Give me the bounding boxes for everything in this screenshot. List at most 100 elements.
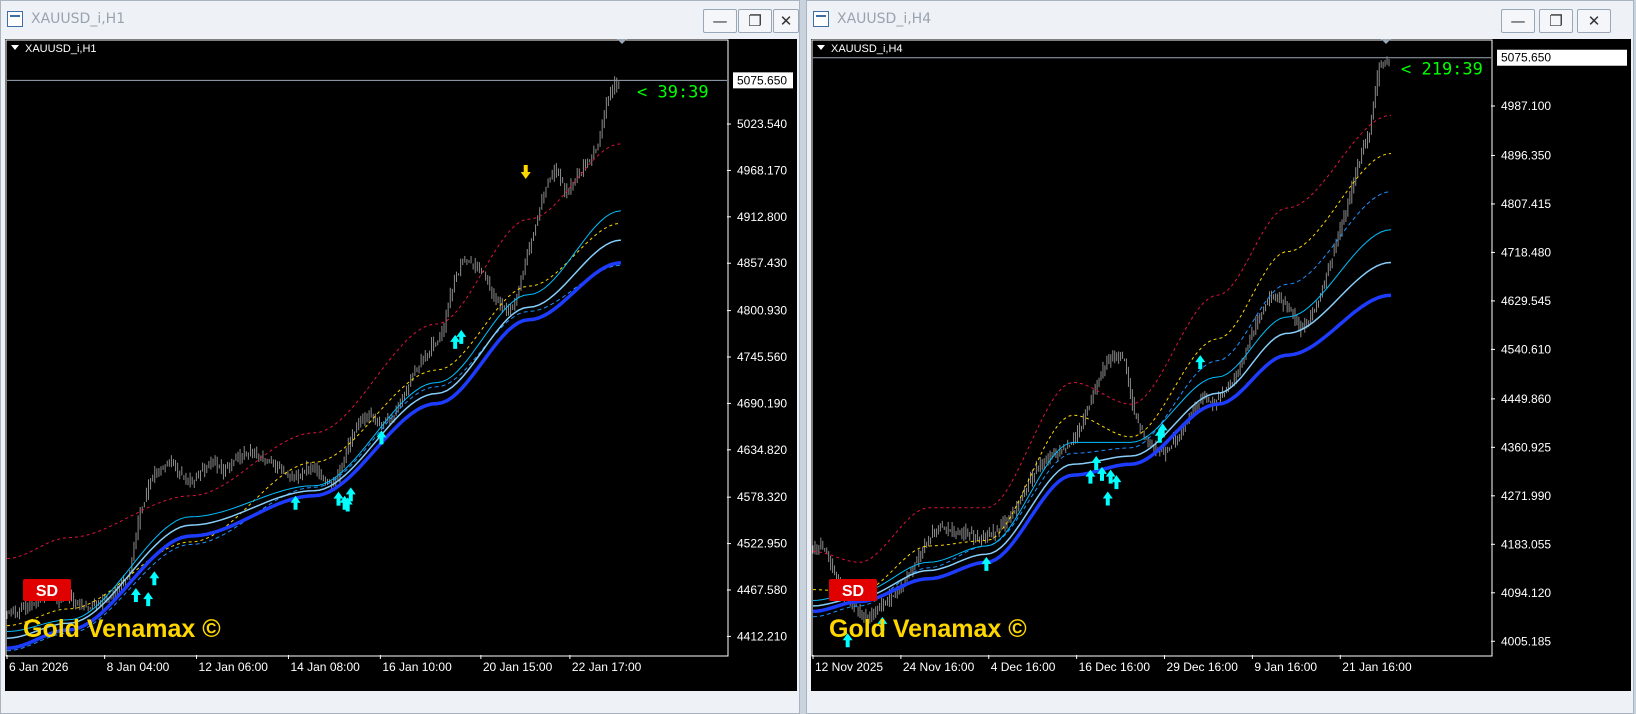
window-title: XAUUSD_i,H1	[31, 11, 126, 27]
buy-arrow-icon	[877, 616, 888, 631]
buy-arrow-icon	[290, 495, 301, 510]
chevron-down-icon	[11, 45, 19, 50]
shift-marker-icon	[617, 39, 627, 44]
close-icon: ✕	[779, 12, 793, 30]
buy-arrow-icon	[842, 633, 853, 648]
close-icon: ✕	[1587, 12, 1601, 30]
y-tick-label: 4690.190	[737, 396, 787, 410]
y-tick-label: 4540.610	[1501, 342, 1551, 356]
y-tick-label: 4807.415	[1501, 197, 1551, 211]
current-price-box	[733, 72, 793, 89]
minimize-button[interactable]: —	[1501, 9, 1535, 33]
maximize-button[interactable]: ❐	[738, 9, 772, 33]
y-tick-label: 4987.100	[1501, 99, 1551, 113]
buy-arrow-icon	[1157, 423, 1168, 438]
plot-frame	[811, 39, 1493, 657]
maximize-button[interactable]: ❐	[1539, 9, 1573, 33]
price-chart-svg[interactable]: 5023.540 4968.170 4912.800 4857.430 4800.930…	[5, 39, 797, 691]
x-tick-label: 16 Dec 16:00	[1079, 660, 1151, 674]
indicator-band-mid	[812, 153, 1392, 593]
indicator-ma-dash	[6, 264, 621, 652]
current-price-box	[1497, 49, 1627, 66]
window-titlebar[interactable]: XAUUSD_i,H1 — ❐ ✕	[1, 1, 799, 39]
sd-badge	[23, 579, 71, 601]
y-tick-label: 4360.925	[1501, 440, 1551, 454]
plot-frame	[5, 39, 729, 657]
minimize-icon: —	[1510, 12, 1526, 30]
x-tick-label: 4 Dec 16:00	[991, 660, 1056, 674]
window-title: XAUUSD_i,H4	[837, 11, 932, 27]
y-tick-label: 4968.170	[737, 163, 787, 177]
indicator-ma-dash	[812, 191, 1392, 618]
y-tick-label: 4896.350	[1501, 148, 1551, 162]
sd-badge	[829, 579, 877, 601]
y-tick-label: 4629.545	[1501, 294, 1551, 308]
maximize-icon: ❐	[748, 12, 762, 30]
x-tick-label: 29 Dec 16:00	[1167, 660, 1239, 674]
x-tick-label: 8 Jan 04:00	[107, 660, 170, 674]
window-titlebar[interactable]: XAUUSD_i,H4 — ❐ ✕	[807, 1, 1633, 39]
buy-arrow-icon	[1105, 469, 1116, 484]
close-button[interactable]: ✕	[1577, 9, 1611, 33]
sd-badge-label: SD	[842, 583, 864, 600]
buy-arrow-icon	[456, 329, 467, 344]
indicator-ma-main	[6, 261, 622, 651]
y-tick-label: 4718.480	[1501, 245, 1551, 259]
buy-arrow-icon	[450, 334, 461, 349]
watermark: Gold Venamax ©	[23, 615, 221, 643]
current-price-label: 5075.650	[737, 73, 787, 87]
y-tick-label: 4449.860	[1501, 392, 1551, 406]
chart-window-icon	[7, 11, 23, 27]
y-tick-label: 4271.990	[1501, 489, 1551, 503]
bar-timer: < 39:39	[637, 82, 709, 102]
buy-arrow-icon	[1111, 475, 1122, 490]
x-tick-label: 22 Jan 17:00	[572, 660, 642, 674]
buy-arrow-icon	[981, 556, 992, 571]
chart-window-h1: XAUUSD_i,H1 — ❐ ✕ 5023.540 4968.170 4912.8…	[0, 0, 800, 714]
close-button[interactable]: ✕	[773, 9, 799, 33]
bar-timer: < 219:39	[1401, 60, 1483, 80]
x-tick-label: 20 Jan 15:00	[483, 660, 553, 674]
buy-arrow-icon	[149, 571, 160, 586]
sd-badge-label: SD	[36, 583, 58, 600]
y-tick-label: 4857.430	[737, 256, 787, 270]
price-chart-svg[interactable]: 4987.100 4896.350 4807.415 4718.480 4629.545…	[811, 39, 1631, 691]
indicator-ma-pale	[812, 261, 1392, 607]
y-tick-label: 4467.580	[737, 583, 787, 597]
chevron-down-icon	[817, 45, 825, 50]
chart-window-h4: XAUUSD_i,H4 — ❐ ✕ 4987.100 4896.350 4807.4…	[806, 0, 1634, 714]
y-tick-label: 4005.185	[1501, 634, 1551, 648]
buy-arrow-icon	[1102, 491, 1113, 506]
minimize-button[interactable]: —	[703, 9, 737, 33]
chart-area[interactable]: 4987.100 4896.350 4807.415 4718.480 4629.545…	[811, 39, 1631, 691]
y-tick-label: 4578.320	[737, 490, 787, 504]
buy-arrow-icon	[1085, 469, 1096, 484]
indicator-ma-pale	[6, 239, 621, 639]
x-tick-label: 16 Jan 10:00	[382, 660, 452, 674]
buy-arrow-icon	[1091, 456, 1102, 471]
x-tick-label: 6 Jan 2026	[9, 660, 69, 674]
indicator-ma-light	[6, 210, 621, 632]
indicator-band-upper	[6, 143, 621, 560]
x-tick-label: 14 Jan 08:00	[290, 660, 360, 674]
indicator-band-upper	[812, 114, 1392, 563]
y-tick-label: 4412.210	[737, 629, 787, 643]
y-tick-label: 4183.055	[1501, 537, 1551, 551]
buy-arrow-icon	[130, 587, 141, 602]
indicator-ma-light	[812, 229, 1392, 601]
minimize-icon: —	[712, 12, 728, 30]
chart-symbol-label: XAUUSD_i,H1	[25, 43, 97, 55]
buy-arrow-icon	[1195, 355, 1206, 370]
chart-area[interactable]: 5023.540 4968.170 4912.800 4857.430 4800.930…	[5, 39, 797, 691]
buy-arrow-icon	[143, 592, 154, 607]
x-tick-label: 12 Jan 06:00	[199, 660, 269, 674]
x-tick-label: 9 Jan 16:00	[1254, 660, 1317, 674]
sell-arrow-icon	[520, 164, 531, 179]
indicator-band-mid	[6, 222, 621, 627]
current-price-label: 5075.650	[1501, 51, 1551, 65]
y-tick-label: 4745.560	[737, 350, 787, 364]
watermark: Gold Venamax ©	[829, 615, 1027, 643]
maximize-icon: ❐	[1549, 12, 1563, 30]
y-tick-label: 4634.820	[737, 443, 787, 457]
x-tick-label: 21 Jan 16:00	[1342, 660, 1412, 674]
